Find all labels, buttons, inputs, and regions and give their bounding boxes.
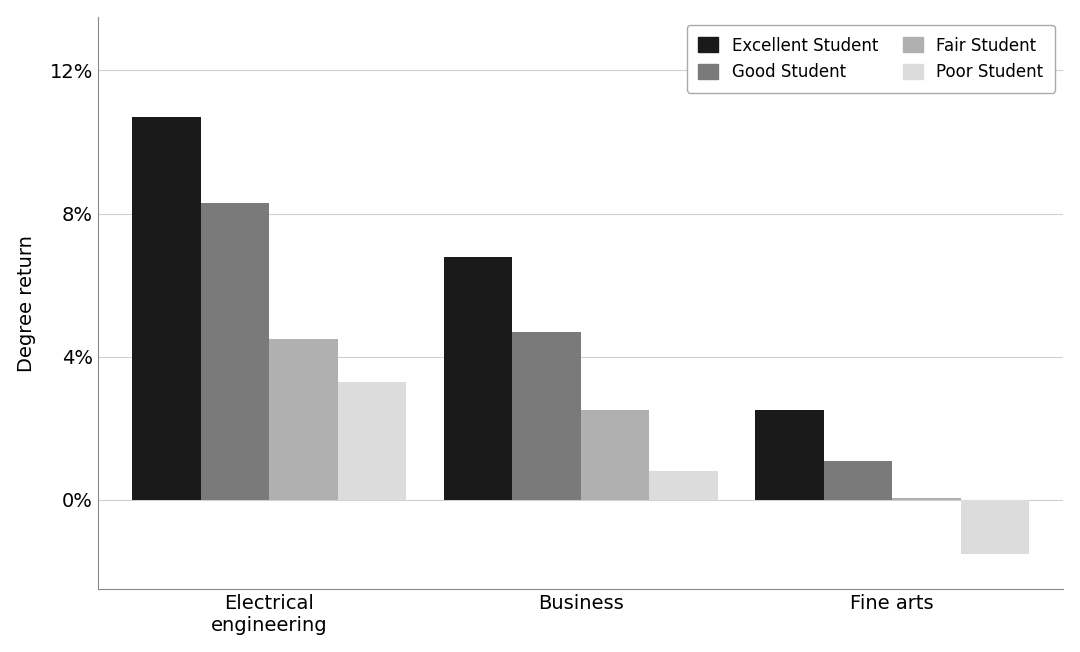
Bar xyxy=(824,460,892,500)
Bar xyxy=(269,339,338,500)
Bar xyxy=(649,471,717,500)
Bar xyxy=(512,332,581,500)
Bar xyxy=(132,117,201,500)
Bar xyxy=(338,382,406,500)
Bar xyxy=(755,411,824,500)
Bar xyxy=(960,500,1029,554)
Bar xyxy=(444,256,512,500)
Bar xyxy=(892,498,960,500)
Bar xyxy=(201,203,269,500)
Bar xyxy=(581,411,649,500)
Legend: Excellent Student, Good Student, Fair Student, Poor Student: Excellent Student, Good Student, Fair St… xyxy=(687,25,1055,93)
Y-axis label: Degree return: Degree return xyxy=(16,235,36,372)
